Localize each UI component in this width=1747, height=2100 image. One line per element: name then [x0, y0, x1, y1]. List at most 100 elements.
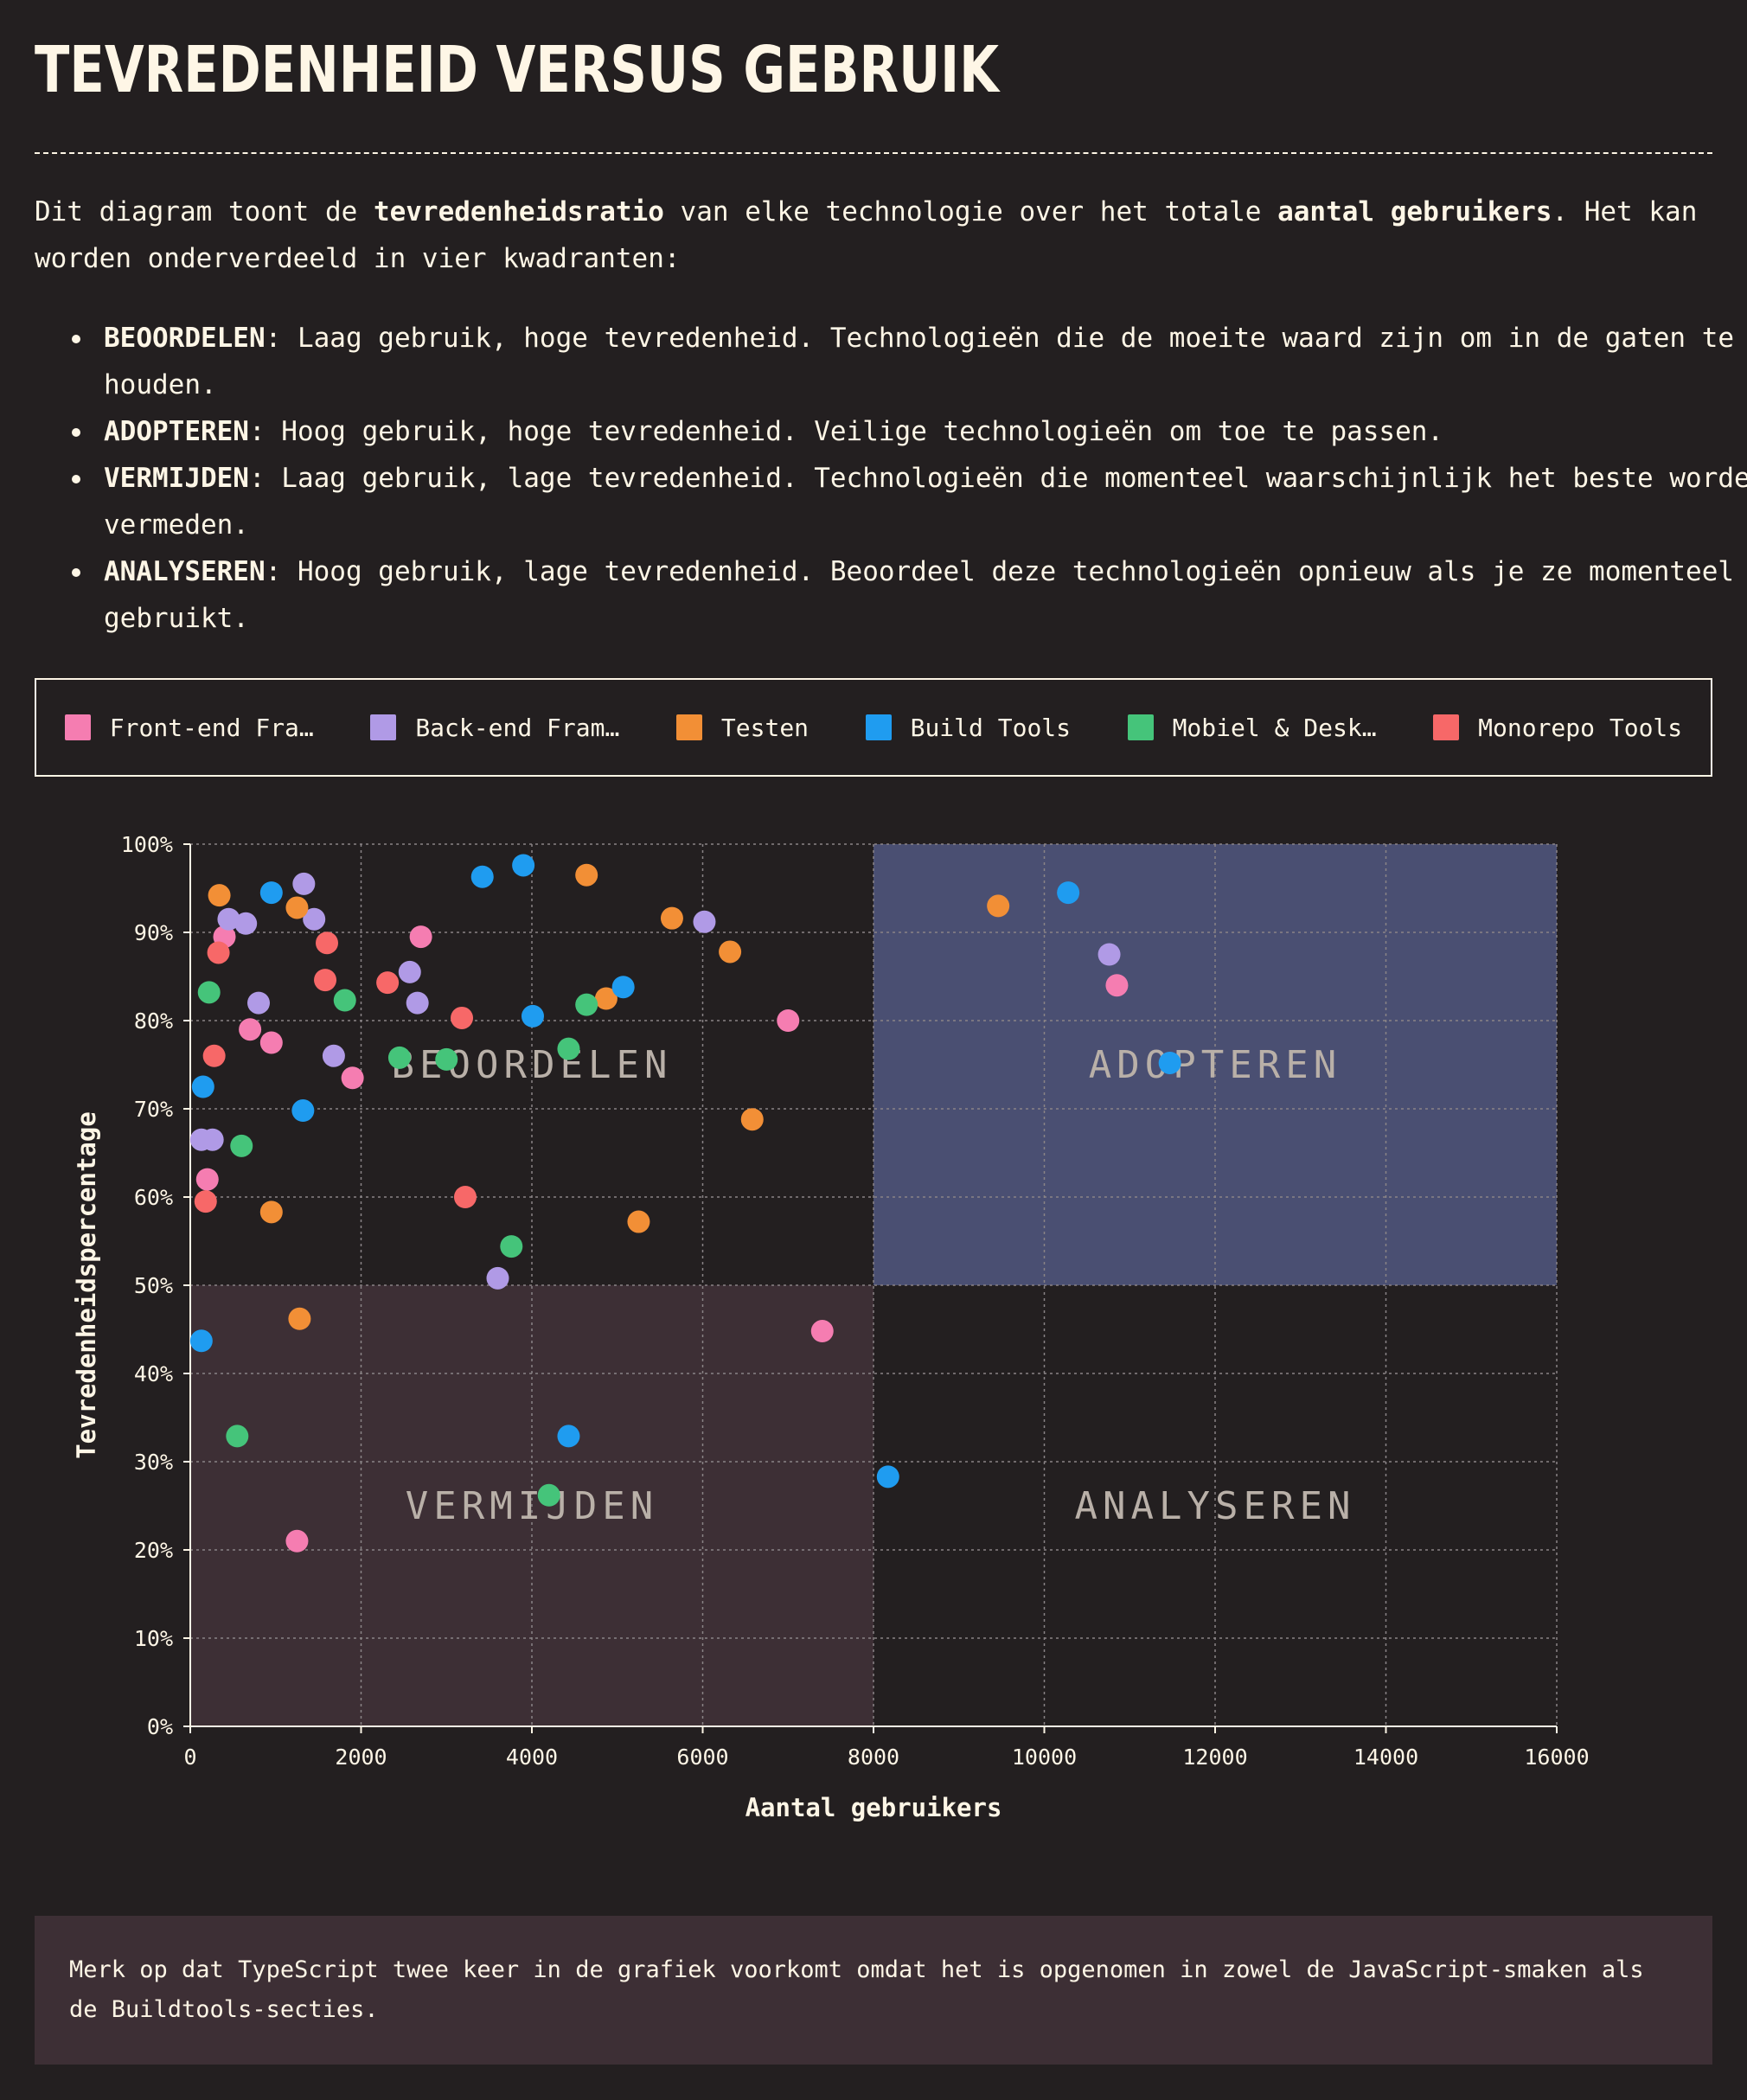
data-point: [322, 1044, 345, 1067]
data-point: [333, 989, 356, 1012]
data-point: [470, 865, 494, 888]
data-point: [693, 910, 716, 933]
legend-item-monorepo[interactable]: Monorepo Tools: [1433, 714, 1682, 742]
data-point: [719, 940, 742, 964]
data-point: [194, 1190, 217, 1213]
x-tick-label: 12000: [1182, 1745, 1247, 1770]
data-point: [777, 1009, 800, 1032]
data-point: [557, 1425, 580, 1448]
chart-legend: Front-end Fra… Back-end Fram… Testen Bui…: [35, 678, 1712, 777]
x-tick-label: 10000: [1012, 1745, 1077, 1770]
quadrant-desc: : Laag gebruik, lage tevredenheid. Techn…: [104, 463, 1747, 541]
data-point: [316, 932, 338, 955]
data-point: [740, 1108, 764, 1131]
y-axis-title: Tevredenheidspercentage: [72, 1111, 101, 1459]
x-tick-label: 6000: [676, 1745, 728, 1770]
intro-part3: . Het kan worden onderverdeeld in vier k…: [35, 196, 1698, 274]
data-point: [288, 1307, 311, 1330]
legend-swatch: [1433, 714, 1460, 740]
data-point: [1158, 1051, 1181, 1074]
data-point: [208, 884, 231, 907]
y-tick-label: 80%: [134, 1008, 173, 1034]
data-point: [1097, 943, 1121, 966]
x-tick-label: 16000: [1524, 1745, 1589, 1770]
legend-label: Mobiel & Desk…: [1172, 713, 1377, 742]
intro-bold2: aantal gebruikers: [1277, 196, 1552, 227]
quadrant-item-analyseren: ANALYSEREN: Hoog gebruik, lage tevredenh…: [72, 548, 1747, 642]
quadrant-item-adopteren: ADOPTEREN: Hoog gebruik, hoge tevredenhe…: [72, 408, 1747, 455]
data-point: [189, 1329, 213, 1353]
data-point: [409, 925, 432, 949]
x-tick-label: 14000: [1353, 1745, 1418, 1770]
y-tick-label: 40%: [134, 1361, 173, 1386]
footnote: Merk op dat TypeScript twee keer in de g…: [35, 1916, 1712, 2065]
quadrant-name: BEOORDELEN: [104, 323, 266, 354]
data-point: [406, 991, 429, 1015]
y-tick-label: 20%: [134, 1538, 173, 1563]
quadrant-item-vermijden: VERMIJDEN: Laag gebruik, lage tevredenhe…: [72, 455, 1747, 548]
data-point: [197, 981, 221, 1004]
data-point: [259, 1200, 283, 1224]
data-point: [537, 1483, 560, 1507]
x-tick-label: 4000: [506, 1745, 558, 1770]
data-point: [259, 1031, 283, 1054]
quadrant-desc: : Hoog gebruik, lage tevredenheid. Beoor…: [104, 556, 1735, 634]
data-point: [285, 1529, 309, 1553]
quadrant-name: ANALYSEREN: [104, 556, 266, 587]
data-point: [575, 863, 598, 887]
data-point: [195, 1168, 219, 1191]
quadrant-label: VERMIJDEN: [406, 1484, 658, 1528]
data-point: [987, 894, 1010, 918]
legend-item-testen[interactable]: Testen: [675, 714, 809, 742]
legend-item-build-tools[interactable]: Build Tools: [865, 713, 1072, 742]
quadrant-desc: : Hoog gebruik, hoge tevredenheid. Veili…: [248, 416, 1444, 447]
data-point: [292, 872, 316, 895]
legend-label: Back-end Fram…: [415, 713, 620, 742]
data-point: [398, 960, 421, 983]
intro-part1: Dit diagram toont de: [35, 196, 374, 227]
data-point: [486, 1266, 509, 1290]
legend-swatch: [1127, 714, 1154, 740]
y-tick-label: 30%: [134, 1450, 173, 1475]
x-tick-label: 0: [183, 1745, 196, 1770]
intro-part2: van elke technologie over het totale: [663, 196, 1278, 227]
data-point: [611, 976, 635, 999]
legend-item-mobiel[interactable]: Mobiel & Desk…: [1127, 713, 1377, 742]
data-point: [594, 987, 618, 1010]
quadrant-name: VERMIJDEN: [104, 463, 249, 494]
data-point: [627, 1210, 650, 1233]
legend-label: Monorepo Tools: [1478, 713, 1683, 742]
title-divider: [35, 152, 1712, 154]
y-tick-label: 70%: [134, 1097, 173, 1122]
data-point: [810, 1320, 834, 1343]
data-point: [341, 1066, 364, 1090]
data-point: [259, 881, 283, 905]
quadrant-label: ADOPTEREN: [1089, 1043, 1341, 1087]
data-point: [234, 912, 258, 935]
page-title: Tevredenheid versus gebruik: [35, 33, 1000, 107]
legend-swatch: [675, 714, 702, 740]
quadrant-item-beoordelen: BEOORDELEN: Laag gebruik, hoge tevredenh…: [72, 315, 1747, 408]
data-point: [201, 1128, 224, 1151]
legend-swatch: [64, 714, 91, 740]
data-point: [314, 969, 337, 992]
x-axis-title: Aantal gebruikers: [746, 1793, 1002, 1822]
y-tick-label: 60%: [134, 1185, 173, 1210]
data-point: [575, 993, 598, 1016]
data-point: [291, 1099, 315, 1123]
data-point: [226, 1425, 249, 1448]
y-tick-label: 10%: [134, 1626, 173, 1651]
legend-item-backend[interactable]: Back-end Fram…: [370, 714, 619, 742]
data-point: [202, 1044, 226, 1067]
legend-label: Build Tools: [910, 713, 1072, 742]
y-tick-label: 50%: [134, 1273, 173, 1298]
data-point: [376, 971, 400, 995]
intro-bold1: tevredenheidsratio: [373, 196, 664, 227]
data-point: [217, 907, 240, 931]
legend-item-frontend[interactable]: Front-end Fra…: [64, 714, 314, 742]
quadrant-label: ANALYSEREN: [1075, 1484, 1356, 1528]
data-point: [303, 907, 326, 931]
data-point: [876, 1465, 899, 1489]
quadrant-desc: : Laag gebruik, hoge tevredenheid. Techn…: [104, 323, 1735, 400]
x-tick-label: 8000: [848, 1745, 899, 1770]
